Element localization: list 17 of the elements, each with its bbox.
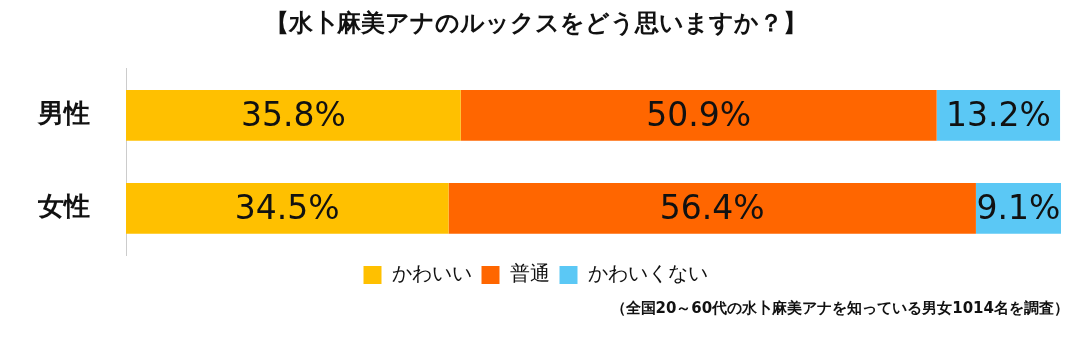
bar bbox=[448, 183, 976, 234]
legend-label: かわいくない bbox=[587, 261, 708, 286]
data-label: 50.9% bbox=[646, 94, 752, 134]
legend-label: かわいい bbox=[391, 261, 472, 286]
data-label: 13.2% bbox=[945, 94, 1051, 134]
data-label: 34.5% bbox=[234, 188, 340, 228]
y-tick-label: 男性 bbox=[37, 98, 90, 129]
bar bbox=[126, 183, 449, 234]
bar bbox=[126, 89, 461, 141]
text: （全国20～60代の水卜麻美アナを知っている男女1014名を調査） bbox=[610, 298, 1069, 317]
legend-label: 普通 bbox=[509, 261, 550, 286]
chart-title: 【水卜麻美アナのルックスをどう思いますか？】 bbox=[264, 8, 807, 37]
y-tick-label: 女性 bbox=[37, 191, 90, 222]
data-label: 56.4% bbox=[659, 188, 765, 228]
bar bbox=[460, 89, 937, 141]
data-label: 35.8% bbox=[240, 94, 346, 134]
data-label: 9.1% bbox=[976, 188, 1061, 228]
